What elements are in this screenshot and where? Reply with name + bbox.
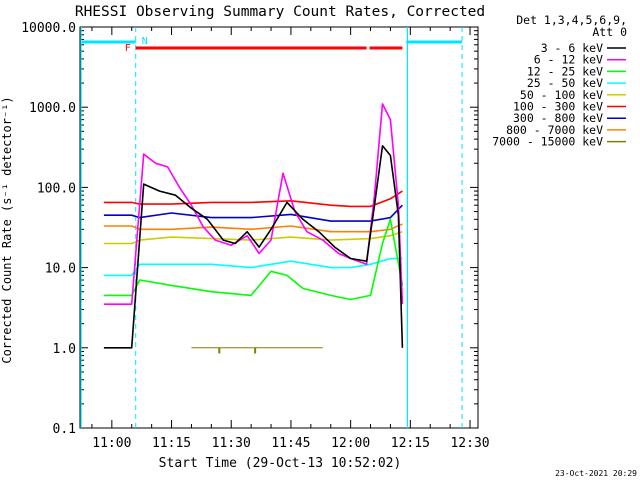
y-tick-label: 1000.0 (29, 101, 76, 116)
series-line-100-300kev (103, 190, 403, 208)
legend-entry-label: 3 - 6 keV (541, 41, 603, 55)
legend-entry-label: 12 - 25 keV (527, 64, 603, 78)
y-tick-label: 1.0 (53, 342, 76, 357)
x-tick-label: 11:30 (212, 436, 251, 451)
chart-title: RHESSI Observing Summary Count Rates, Co… (75, 4, 485, 20)
y-tick-label: 0.1 (53, 422, 76, 437)
legend-header-line: Det 1,3,4,5,6,9, (516, 13, 627, 27)
y-axis-label: Corrected Count Rate (s⁻¹ detector⁻¹) (0, 96, 14, 363)
series-line-3-6kev (103, 145, 404, 349)
series-line-50-100kev (103, 230, 403, 245)
x-axis-label: Start Time (29-Oct-13 10:52:02) (159, 456, 402, 471)
series-line-25-50kev (103, 257, 403, 277)
x-tick-label: 12:30 (450, 436, 489, 451)
x-tick-label: 11:15 (152, 436, 191, 451)
x-tick-label: 12:15 (391, 436, 430, 451)
plot-marks: FN (80, 27, 463, 428)
footer-date: 23-Oct-2021 20:29 (555, 469, 637, 478)
plot-frame (79, 26, 479, 429)
x-tick-label: 12:00 (331, 436, 370, 451)
plot-axes: 0.1 1.0 10.0 100.0 1000.0 10000.0 11:00 11:15 11… (21, 21, 489, 451)
flare-flag-label: F (125, 43, 131, 54)
x-tick-label: 11:00 (92, 436, 131, 451)
night-flag-label: N (142, 36, 148, 47)
y-tick-label: 10.0 (45, 262, 76, 277)
y-tick-label: 100.0 (37, 181, 76, 196)
legend-entry-label: 800 - 7000 keV (506, 123, 603, 137)
legend-entry-label: 6 - 12 keV (534, 53, 603, 67)
legend-entry-label: 100 - 300 keV (513, 100, 603, 114)
series-line-300-800kev (103, 204, 403, 222)
x-tick-label: 11:45 (271, 436, 310, 451)
legend-header-line: Att 0 (592, 25, 627, 39)
series-line-6-12kev (103, 103, 404, 305)
legend-entry-label: 7000 - 15000 keV (492, 135, 603, 149)
legend-entry-label: 300 - 800 keV (513, 111, 603, 125)
legend-entry-label: 25 - 50 keV (527, 76, 603, 90)
y-tick-label: 10000.0 (21, 21, 76, 36)
series-line-800-7000kev (103, 223, 403, 233)
series-line-12-25kev (103, 218, 404, 301)
legend-entry-label: 50 - 100 keV (520, 88, 603, 102)
